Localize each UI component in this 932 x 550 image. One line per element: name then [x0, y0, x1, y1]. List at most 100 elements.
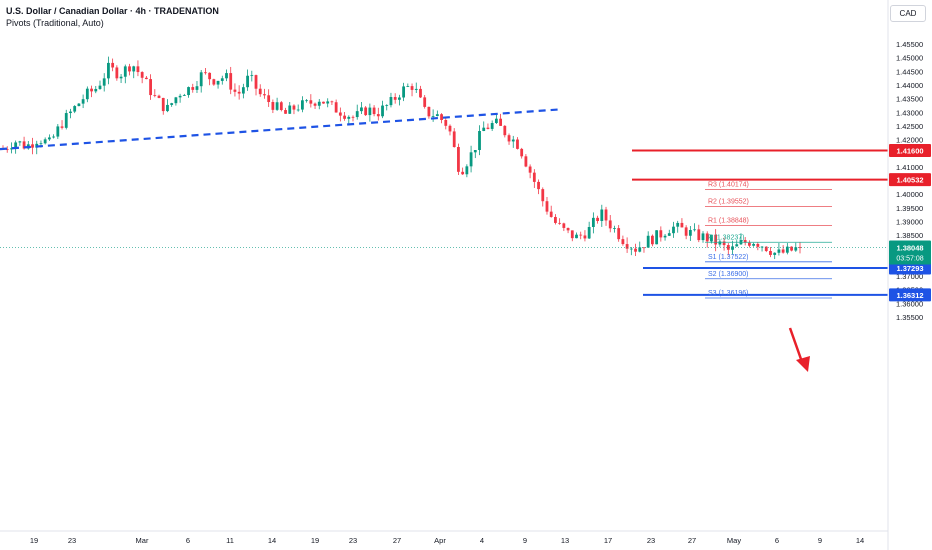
horizontal-levels[interactable]: [0, 149, 888, 296]
candle-body: [591, 217, 595, 227]
candle-body: [136, 66, 140, 73]
candle-body: [693, 229, 696, 231]
time-tick-label: 9: [818, 536, 822, 545]
candle-body: [710, 234, 713, 242]
candle-body: [301, 100, 304, 110]
trendline-dashed[interactable]: [0, 108, 559, 151]
candle-body: [634, 248, 637, 252]
candle-body: [140, 72, 144, 78]
price-tick-label: 1.35500: [896, 313, 923, 322]
time-tick-label: 27: [393, 536, 401, 545]
currency-button[interactable]: CAD: [890, 5, 926, 22]
time-tick-label: 23: [68, 536, 76, 545]
candle-body: [389, 97, 393, 106]
candle-body: [575, 234, 578, 239]
trendline[interactable]: [0, 108, 559, 151]
candle-body: [714, 234, 718, 245]
candle-body: [296, 109, 300, 111]
price-tick-label: 1.42000: [896, 136, 923, 145]
candle-body: [743, 240, 747, 243]
down-arrow-icon: [788, 327, 810, 372]
candle-body: [410, 86, 414, 90]
resistance-line-price-text: 1.40532: [896, 176, 923, 185]
candle-body: [351, 116, 355, 118]
pivot-label: R1 (1.38848): [708, 218, 749, 225]
resistance-line-price-tag: [889, 143, 931, 157]
bar-countdown-text: 03:57:08: [896, 255, 923, 262]
candle-body: [604, 209, 608, 221]
pivot-label: P (1.38237): [708, 234, 744, 241]
candle-body: [47, 137, 51, 140]
candle-body: [773, 252, 777, 255]
candle-body: [144, 77, 148, 80]
candle-body: [608, 220, 612, 229]
candle-body: [73, 106, 77, 112]
time-tick-label: 14: [268, 536, 276, 545]
candle-body: [267, 95, 271, 103]
candle-body: [617, 228, 621, 240]
candle-body: [77, 103, 81, 107]
candle-body: [56, 126, 60, 137]
candle-body: [520, 148, 524, 157]
candle-body: [376, 114, 380, 117]
candle-body: [731, 246, 734, 250]
price-tick-label: 1.37000: [896, 272, 923, 281]
candle-body: [532, 172, 536, 182]
candle-body: [174, 97, 178, 104]
support-line-price-tag: [889, 261, 931, 275]
candle-body: [326, 101, 330, 104]
price-tick-label: 1.43500: [896, 95, 923, 104]
candle-body: [790, 246, 793, 251]
candle-body: [195, 86, 199, 90]
time-axis[interactable]: 19 23 Mar 6 11 14 19 23 27 Apr 4 9 13 17 23 27 May 6 9 14: [30, 536, 864, 545]
candle-body: [263, 94, 266, 96]
candle-body: [414, 88, 418, 90]
candle-body: [760, 246, 764, 248]
pivot-label: S3 (1.36196): [708, 290, 748, 297]
candle-body: [292, 105, 296, 110]
candle-body: [279, 102, 283, 111]
candle-body: [423, 97, 427, 107]
candle-body: [777, 249, 781, 253]
candle-body: [435, 114, 439, 117]
time-tick-label: Mar: [136, 536, 149, 545]
indicator-label[interactable]: Pivots (Traditional, Auto): [6, 18, 104, 28]
candle-body: [288, 105, 292, 114]
candle-body: [406, 86, 410, 87]
price-tick-label: 1.45000: [896, 54, 923, 63]
price-tick-label: 1.45500: [896, 40, 923, 49]
candle-body: [566, 227, 570, 231]
candle-body: [680, 222, 684, 228]
candle-body: [132, 66, 136, 72]
candle-body: [507, 135, 511, 142]
price-tick-label: 1.41000: [896, 163, 923, 172]
candle-body: [229, 73, 233, 90]
candle-body: [655, 230, 659, 245]
candle-body: [385, 105, 389, 106]
time-tick-label: 23: [647, 536, 655, 545]
time-tick-label: Apr: [434, 536, 446, 545]
candle-body: [684, 227, 688, 236]
price-tick-label: 1.43000: [896, 108, 923, 117]
candle-body: [494, 118, 498, 124]
pivot-label: R2 (1.39552): [708, 198, 749, 205]
time-tick-label: 19: [30, 536, 38, 545]
candle-body: [562, 223, 566, 228]
time-tick-label: 14: [856, 536, 864, 545]
time-tick-label: 19: [311, 536, 319, 545]
candle-body: [659, 230, 663, 238]
support-line-price-tag: [889, 288, 931, 302]
candle-body: [735, 244, 739, 247]
candle-body: [478, 131, 481, 151]
candle-body: [469, 152, 473, 167]
candle-body: [10, 148, 13, 150]
candle-body: [528, 166, 532, 173]
candle-body: [166, 104, 169, 112]
candle-body: [212, 79, 216, 85]
candle-body: [305, 100, 309, 102]
candle-body: [343, 115, 346, 119]
candle-body: [545, 201, 549, 212]
candle-body: [191, 87, 195, 90]
candle-body: [284, 110, 287, 114]
